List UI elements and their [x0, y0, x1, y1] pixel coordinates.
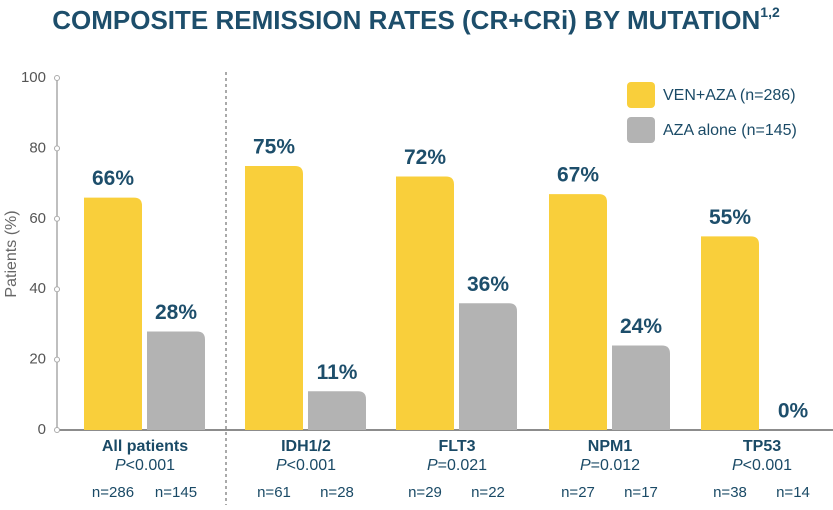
- value-label: 0%: [778, 400, 809, 423]
- n-label: n=61: [257, 484, 291, 501]
- value-label: 75%: [253, 136, 295, 159]
- legend-label: VEN+AZA (n=286): [663, 87, 796, 104]
- n-label: n=14: [776, 484, 810, 501]
- value-label: 55%: [709, 206, 751, 229]
- x-tick-label: NPM1: [588, 438, 633, 455]
- x-tick-label: TP53: [743, 438, 781, 455]
- value-label: 24%: [620, 315, 662, 338]
- p-value: P<0.001: [275, 457, 337, 474]
- p-value: P<0.001: [731, 457, 793, 474]
- x-tick-label: IDH1/2: [281, 438, 331, 455]
- bar: [308, 391, 366, 430]
- y-tick-label: 60: [29, 210, 46, 227]
- legend-swatch: [627, 82, 655, 108]
- bar: [612, 345, 670, 430]
- value-label: 72%: [404, 146, 446, 169]
- legend-swatch: [627, 117, 655, 143]
- p-value: P<0.001: [114, 457, 176, 474]
- x-tick-label: All patients: [102, 438, 188, 455]
- title-superscript: 1,2: [760, 4, 780, 20]
- y-tick: [54, 215, 60, 222]
- p-value: P=0.012: [579, 457, 641, 474]
- y-axis-label: Patients (%): [3, 210, 20, 297]
- y-tick-label: 20: [29, 351, 46, 368]
- y-tick-label: 100: [21, 69, 46, 86]
- value-label: 28%: [155, 301, 197, 324]
- value-label: 66%: [92, 167, 134, 190]
- bar: [549, 194, 607, 430]
- y-tick: [54, 356, 60, 363]
- bar: [396, 176, 454, 430]
- y-tick: [54, 286, 60, 293]
- chart-title: COMPOSITE REMISSION RATES (CR+CRi) BY MU…: [52, 4, 780, 35]
- title-text: COMPOSITE REMISSION RATES (CR+CRi) BY MU…: [52, 5, 760, 35]
- value-label: 36%: [467, 273, 509, 296]
- y-tick-label: 80: [29, 139, 46, 156]
- x-tick-label: FLT3: [438, 438, 475, 455]
- y-tick: [54, 427, 60, 433]
- value-label: 67%: [557, 164, 599, 187]
- n-label: n=286: [92, 484, 134, 501]
- legend-label: AZA alone (n=145): [663, 122, 797, 139]
- p-value: P=0.021: [426, 457, 488, 474]
- n-label: n=17: [624, 484, 658, 501]
- n-label: n=27: [561, 484, 595, 501]
- n-label: n=38: [713, 484, 747, 501]
- bar: [84, 197, 142, 430]
- n-label: n=22: [471, 484, 505, 501]
- bar: [147, 331, 205, 430]
- value-label: 11%: [317, 361, 358, 384]
- n-label: n=145: [155, 484, 197, 501]
- bar: [701, 236, 759, 430]
- n-label: n=29: [408, 484, 442, 501]
- n-label: n=28: [320, 484, 354, 501]
- y-tick: [54, 145, 60, 152]
- bar: [245, 166, 303, 430]
- y-tick-label: 0: [38, 421, 46, 438]
- y-tick: [54, 75, 60, 81]
- bar: [459, 303, 517, 430]
- y-tick-label: 40: [29, 280, 46, 297]
